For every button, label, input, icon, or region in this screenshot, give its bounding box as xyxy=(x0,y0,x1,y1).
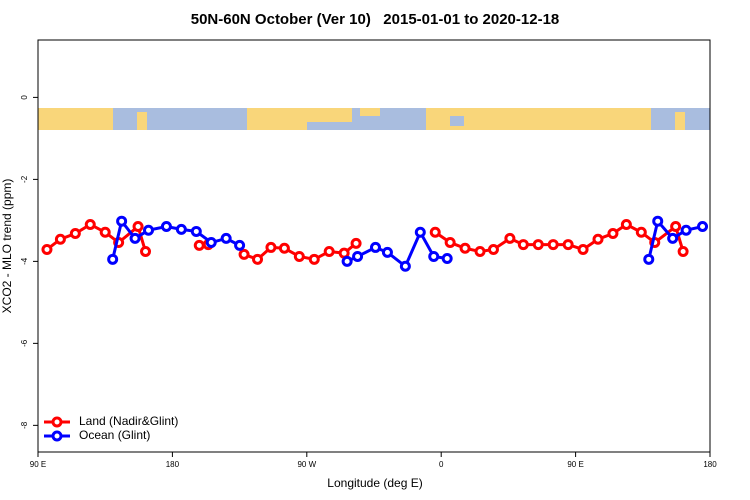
point xyxy=(635,226,647,238)
point xyxy=(129,232,141,244)
point xyxy=(265,241,277,253)
point xyxy=(190,225,202,237)
point xyxy=(670,221,682,233)
point xyxy=(107,253,119,265)
point xyxy=(592,233,604,245)
point xyxy=(143,224,155,236)
point xyxy=(381,246,393,258)
y-tick-label: -6 xyxy=(20,339,29,347)
point xyxy=(459,242,471,254)
plot-box xyxy=(37,39,711,453)
x-tick-label: 180 xyxy=(166,460,180,469)
y-tick-label: -2 xyxy=(20,175,29,183)
land xyxy=(38,108,113,130)
legend-marker xyxy=(51,430,63,442)
legend-label: Ocean (Glint) xyxy=(79,428,150,442)
point xyxy=(667,232,679,244)
point xyxy=(399,260,411,272)
point xyxy=(504,232,516,244)
point xyxy=(205,237,217,249)
point xyxy=(428,250,440,262)
point xyxy=(160,221,172,233)
point xyxy=(69,227,81,239)
x-tick-label: 180 xyxy=(703,460,717,469)
point xyxy=(532,239,544,251)
point xyxy=(323,246,335,258)
point xyxy=(677,246,689,258)
land xyxy=(307,108,352,122)
y-axis-label: XCO2 - MLO trend (ppm) xyxy=(0,179,14,314)
point xyxy=(293,250,305,262)
map-band xyxy=(38,108,710,130)
legend-label: Land (Nadir&Glint) xyxy=(79,414,178,428)
land xyxy=(675,112,685,130)
point xyxy=(175,223,187,235)
point xyxy=(220,232,232,244)
point xyxy=(577,243,589,255)
point xyxy=(487,243,499,255)
point xyxy=(607,227,619,239)
point xyxy=(238,248,250,260)
point xyxy=(414,226,426,238)
point xyxy=(252,253,264,265)
point xyxy=(116,215,128,227)
point xyxy=(132,221,144,233)
point xyxy=(99,226,111,238)
chart-title: 50N-60N October (Ver 10) 2015-01-01 to 2… xyxy=(191,11,560,28)
x-tick-label: 90 E xyxy=(567,460,583,469)
point xyxy=(441,253,453,265)
point xyxy=(278,242,290,254)
y-tick-label: 0 xyxy=(20,95,29,100)
land xyxy=(247,108,307,130)
ocean xyxy=(450,116,464,126)
land xyxy=(426,108,576,130)
point xyxy=(369,241,381,253)
point xyxy=(350,237,362,249)
point xyxy=(234,239,246,251)
point xyxy=(193,239,205,251)
point xyxy=(562,239,574,251)
point xyxy=(620,218,632,230)
point xyxy=(652,215,664,227)
land xyxy=(360,108,380,116)
point xyxy=(444,237,456,249)
point xyxy=(547,239,559,251)
y-tick-label: -4 xyxy=(20,257,29,265)
point xyxy=(643,253,655,265)
x-tick-label: 90 W xyxy=(297,460,316,469)
point xyxy=(429,226,441,238)
point xyxy=(680,224,692,236)
point xyxy=(517,239,529,251)
point xyxy=(54,233,66,245)
land xyxy=(576,108,651,130)
y-tick-label: -8 xyxy=(20,421,29,429)
legend-marker xyxy=(51,416,63,428)
point xyxy=(352,250,364,262)
x-tick-label: 0 xyxy=(439,460,444,469)
point xyxy=(341,255,353,267)
point xyxy=(308,253,320,265)
point xyxy=(41,243,53,255)
point xyxy=(474,246,486,258)
point xyxy=(140,246,152,258)
land xyxy=(137,112,147,130)
x-axis-label: Longitude (deg E) xyxy=(327,476,422,490)
point xyxy=(697,221,709,233)
x-tick-label: 90 E xyxy=(30,460,46,469)
point xyxy=(84,218,96,230)
